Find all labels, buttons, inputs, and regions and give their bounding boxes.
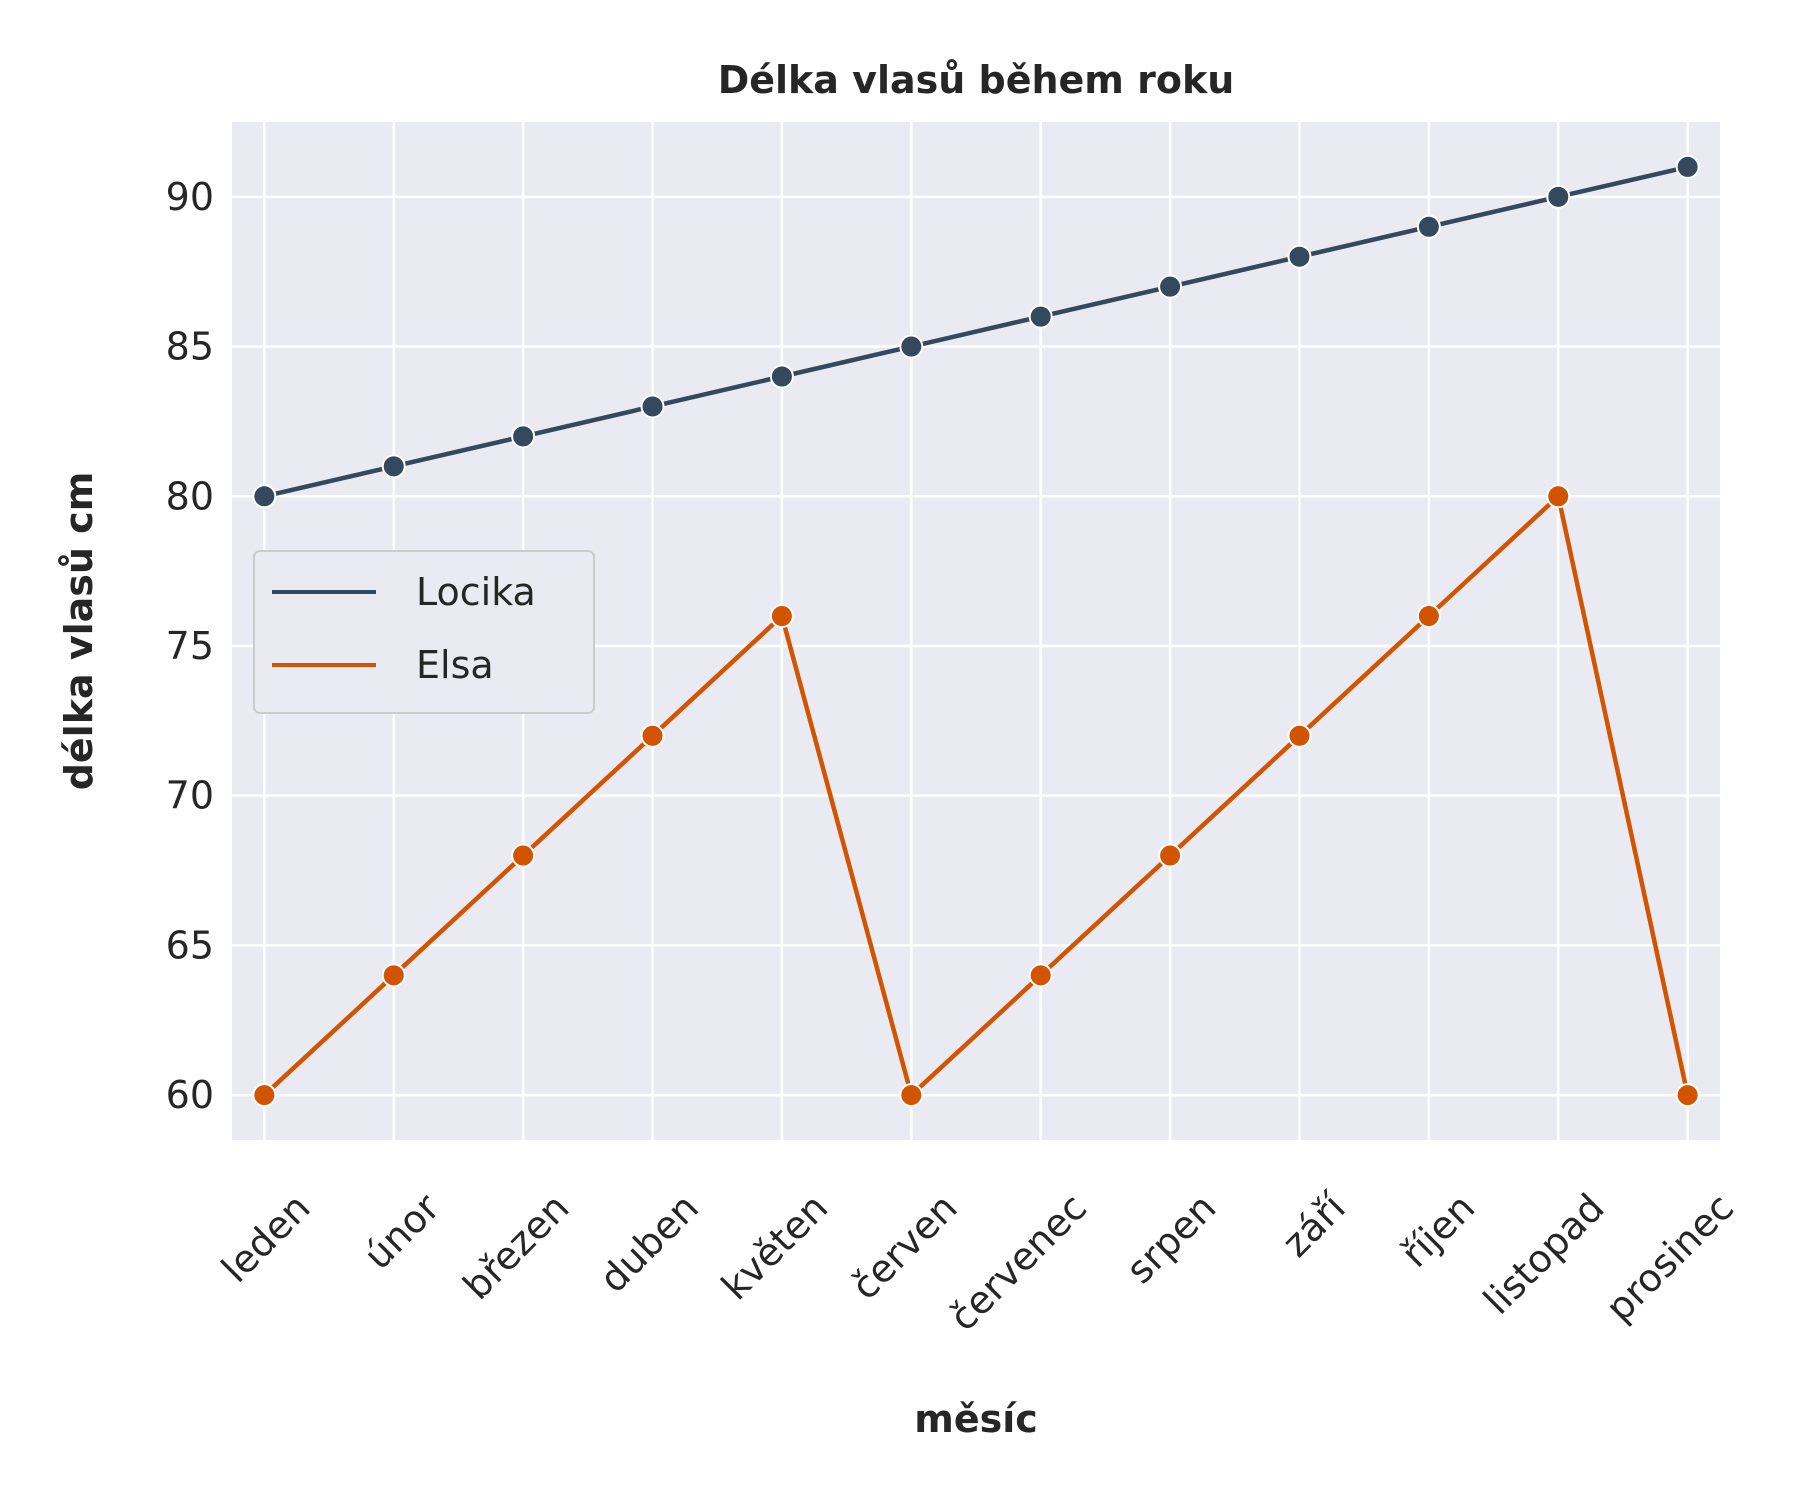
- x-tick-label-srpen: srpen: [1118, 1185, 1225, 1292]
- x-tick-labels: leden únor březen duben květen červenčervenec…: [213, 1184, 1742, 1339]
- x-tick-label-prosinec: prosinec: [1597, 1185, 1742, 1330]
- x-tick-label-cerven: červen: [843, 1185, 966, 1308]
- x-tick-label-brezen: březen: [455, 1185, 578, 1308]
- x-axis-label: měsíc: [914, 1397, 1038, 1441]
- y-tick-label-70: 70: [166, 774, 214, 818]
- y-axis-label: délka vlasů cm: [57, 472, 101, 791]
- point-locika-srpen: [1158, 274, 1183, 299]
- point-locika-leden: [252, 484, 277, 509]
- x-tick-label-duben: duben: [591, 1185, 707, 1301]
- x-tick-label-kveten: květen: [713, 1185, 836, 1308]
- point-elsa-rijen: [1416, 604, 1441, 629]
- chart-title: Délka vlasů během roku: [718, 58, 1235, 102]
- legend-label-elsa: Elsa: [416, 643, 494, 687]
- point-locika-duben: [640, 394, 665, 419]
- point-elsa-cerven: [899, 1083, 924, 1108]
- point-locika-cervenec: [1028, 304, 1053, 329]
- y-tick-label-65: 65: [166, 923, 214, 967]
- y-tick-label-75: 75: [166, 624, 214, 668]
- point-locika-rijen: [1416, 214, 1441, 239]
- point-elsa-srpen: [1158, 843, 1183, 868]
- point-locika-listopad: [1546, 184, 1571, 209]
- y-tick-label-85: 85: [166, 325, 214, 369]
- x-tick-label-unor: únor: [355, 1185, 448, 1278]
- point-elsa-kveten: [769, 604, 794, 629]
- point-elsa-brezen: [511, 843, 536, 868]
- y-tick-label-60: 60: [166, 1073, 214, 1117]
- series-line-elsa: [262, 494, 1690, 1098]
- point-locika-brezen: [511, 424, 536, 449]
- x-tick-label-leden: leden: [213, 1185, 319, 1291]
- x-tick-label-listopad: listopad: [1475, 1185, 1613, 1323]
- point-locika-unor: [381, 454, 406, 479]
- series-line-locika: [262, 164, 1690, 499]
- y-tick-labels: 60 65 70 75 80 85 90: [166, 175, 214, 1117]
- x-tick-label-zari: září: [1274, 1184, 1355, 1265]
- point-elsa-prosinec: [1675, 1083, 1700, 1108]
- x-tick-label-rijen: říjen: [1393, 1185, 1484, 1276]
- legend: Locika Elsa: [253, 550, 595, 714]
- point-locika-kveten: [769, 364, 794, 389]
- point-elsa-zari: [1287, 723, 1312, 748]
- point-elsa-unor: [381, 963, 406, 988]
- series-layer: [252, 154, 1700, 1108]
- y-tick-label-80: 80: [166, 474, 214, 518]
- point-locika-prosinec: [1675, 154, 1700, 179]
- point-elsa-leden: [252, 1083, 277, 1108]
- point-locika-zari: [1287, 244, 1312, 269]
- point-elsa-duben: [640, 723, 665, 748]
- legend-label-locika: Locika: [416, 570, 536, 614]
- y-tick-label-90: 90: [166, 175, 214, 219]
- point-elsa-listopad: [1546, 484, 1571, 509]
- x-tick-label-cervenec: červenec: [941, 1185, 1095, 1339]
- point-elsa-cervenec: [1028, 963, 1053, 988]
- point-locika-cerven: [899, 334, 924, 359]
